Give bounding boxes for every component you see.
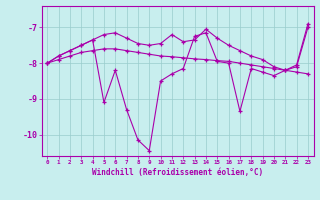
X-axis label: Windchill (Refroidissement éolien,°C): Windchill (Refroidissement éolien,°C)	[92, 168, 263, 177]
